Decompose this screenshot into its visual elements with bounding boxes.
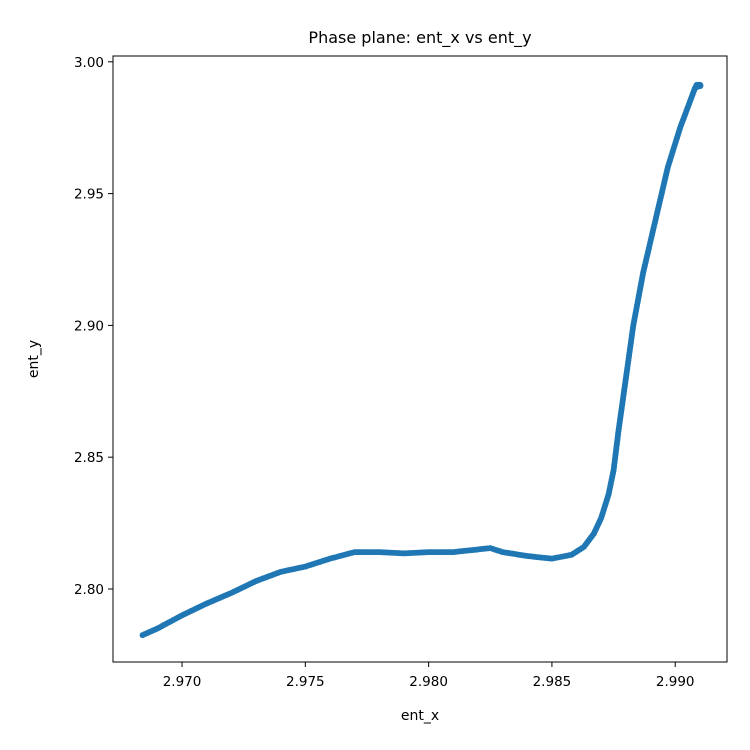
y-tick-label: 2.85 (74, 450, 104, 466)
data-points (139, 81, 704, 639)
y-axis-label: ent_y (26, 340, 42, 378)
y-tick-label: 2.90 (74, 318, 104, 334)
x-axis-ticks: 2.970 2.975 2.980 2.985 2.990 (163, 662, 695, 690)
x-tick-label: 2.990 (656, 674, 695, 690)
y-axis-ticks: 2.80 2.85 2.90 2.95 3.00 (74, 55, 113, 598)
chart-title: Phase plane: ent_x vs ent_y (308, 28, 531, 48)
x-tick-label: 2.985 (533, 674, 572, 690)
y-tick-label: 2.95 (74, 187, 104, 203)
x-tick-label: 2.970 (163, 674, 202, 690)
y-tick-label: 2.80 (74, 582, 104, 598)
plot-frame (112, 55, 728, 663)
x-tick-label: 2.980 (409, 674, 448, 690)
x-tick-label: 2.975 (286, 674, 325, 690)
data-point (693, 81, 701, 90)
x-axis-label: ent_x (401, 708, 439, 724)
y-tick-label: 3.00 (74, 55, 104, 71)
